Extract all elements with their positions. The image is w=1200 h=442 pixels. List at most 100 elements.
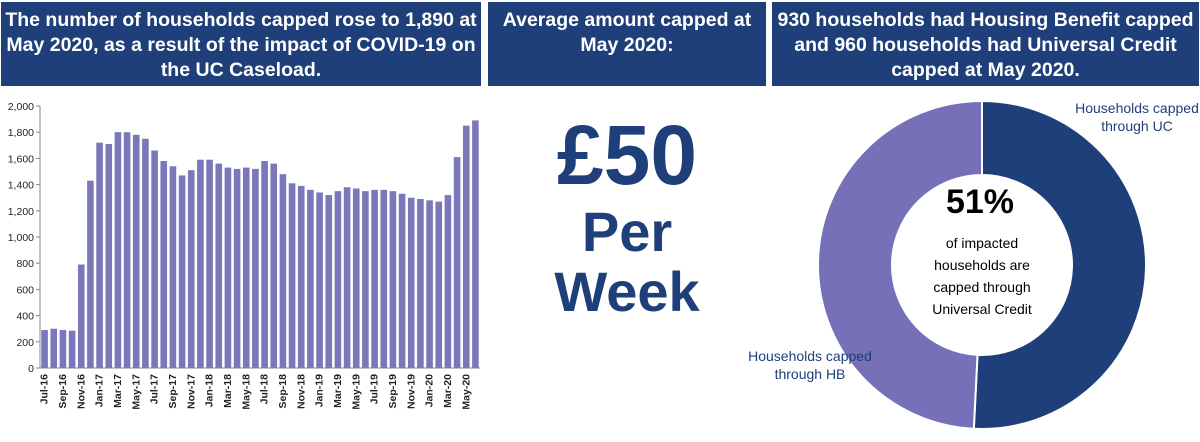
bar	[398, 193, 406, 368]
bar	[77, 264, 85, 368]
uc-segment-label-text: Households capped through UC	[1075, 100, 1199, 134]
bar	[160, 161, 168, 368]
x-tick-label: Jul-19	[369, 374, 381, 405]
x-tick-label: Jul-17	[149, 374, 161, 405]
bar	[142, 138, 149, 368]
bar	[151, 150, 158, 368]
y-tick-label: 1,000	[8, 232, 34, 244]
x-tick-label: May-20	[460, 374, 472, 410]
x-tick-label: May-19	[350, 374, 362, 410]
bar	[178, 175, 186, 368]
bar	[362, 191, 369, 368]
x-tick-label: Jan-19	[314, 374, 326, 407]
uc-percentage: 51%	[945, 183, 1015, 221]
y-tick-label: 2,000	[8, 101, 34, 113]
x-tick-label: Nov-17	[185, 374, 197, 409]
bar	[169, 166, 177, 368]
hb-segment-label: Households capped through HB	[748, 347, 872, 383]
x-tick-label: Jan-20	[424, 374, 436, 407]
x-tick-label: May-17	[130, 374, 142, 410]
x-tick-label: Jan-18	[204, 374, 216, 407]
header-households-capped: The number of households capped rose to …	[1, 2, 481, 86]
y-tick-label: 0	[28, 363, 34, 375]
caption-line: Universal Credit	[932, 301, 1032, 317]
bar	[87, 180, 94, 368]
bar	[114, 132, 122, 368]
bar	[132, 134, 140, 368]
x-tick-label: Sep-17	[167, 374, 179, 409]
bar	[252, 168, 259, 368]
bar	[59, 330, 67, 368]
amount-value: £50	[556, 108, 698, 202]
x-tick-label: Sep-16	[57, 374, 69, 409]
bar	[288, 183, 296, 368]
bar	[105, 143, 113, 368]
x-tick-label: Jul-18	[259, 374, 271, 405]
bar	[233, 168, 241, 368]
amount-per: Per	[581, 200, 673, 263]
header-average-amount: Average amount capped at May 2020:	[488, 2, 766, 86]
y-tick-label: 1,600	[8, 153, 34, 165]
x-tick-label: Mar-18	[222, 374, 234, 408]
x-tick-label: Nov-19	[405, 374, 417, 409]
y-tick-label: 200	[16, 337, 34, 349]
header-left-text: The number of households capped rose to …	[5, 9, 477, 81]
caption-line: of impacted	[945, 235, 1019, 251]
bar	[472, 120, 479, 368]
y-tick-label: 1,800	[8, 127, 34, 139]
bar	[261, 161, 268, 368]
bar	[343, 187, 351, 368]
bar	[41, 330, 48, 368]
uc-segment-label: Households capped through UC	[1072, 99, 1200, 135]
y-tick-label: 600	[16, 284, 34, 296]
bar	[389, 191, 397, 368]
x-tick-label: Jul-16	[39, 374, 51, 405]
bar	[270, 163, 278, 368]
bar	[417, 199, 424, 368]
bar	[50, 328, 58, 368]
x-tick-label: Mar-19	[332, 374, 344, 408]
bar	[371, 189, 378, 368]
bar	[279, 174, 287, 368]
x-tick-label: Sep-19	[387, 374, 399, 409]
y-tick-label: 1,200	[8, 206, 34, 218]
caption-line: capped through	[933, 279, 1031, 295]
x-tick-label: Sep-18	[277, 374, 289, 409]
hb-segment	[817, 99, 983, 430]
bar	[206, 159, 213, 368]
hb-segment-label-text: Households capped through HB	[748, 348, 872, 382]
x-tick-label: May-18	[240, 374, 252, 410]
y-tick-label: 400	[16, 311, 34, 323]
bar	[316, 192, 323, 368]
y-tick-label: 800	[16, 258, 34, 270]
amount-week: Week	[554, 260, 700, 323]
bar	[325, 195, 333, 368]
x-tick-label: Jan-17	[94, 374, 106, 407]
bar	[352, 188, 360, 368]
bar	[187, 170, 195, 368]
bar	[242, 167, 250, 368]
bar	[435, 201, 443, 368]
households-capped-bar-chart: 0 200 400 600 800 1,000 1,200 1,400 1,600 1,800 2,…	[8, 101, 480, 410]
bar	[307, 189, 314, 368]
bar	[68, 330, 76, 368]
bar	[197, 159, 204, 368]
x-tick-label: Mar-17	[112, 374, 124, 408]
bar	[334, 191, 342, 368]
x-tick-label: Nov-18	[295, 374, 307, 409]
header-middle-text: Average amount capped at May 2020:	[502, 9, 752, 56]
bar	[215, 163, 223, 368]
bar	[96, 142, 103, 368]
uc-segment	[972, 99, 1147, 430]
uc-hb-donut-chart	[817, 99, 1147, 430]
bar	[224, 167, 232, 368]
bar	[380, 189, 388, 368]
x-tick-label: Nov-16	[75, 374, 87, 409]
x-tick-label: Mar-20	[442, 374, 454, 408]
bar	[462, 125, 470, 369]
bar	[123, 132, 131, 368]
bar	[297, 185, 305, 368]
caption-line: households are	[934, 257, 1030, 273]
bar	[426, 200, 433, 368]
uc-percentage-caption: of impacted households are capped throug…	[912, 232, 1052, 320]
